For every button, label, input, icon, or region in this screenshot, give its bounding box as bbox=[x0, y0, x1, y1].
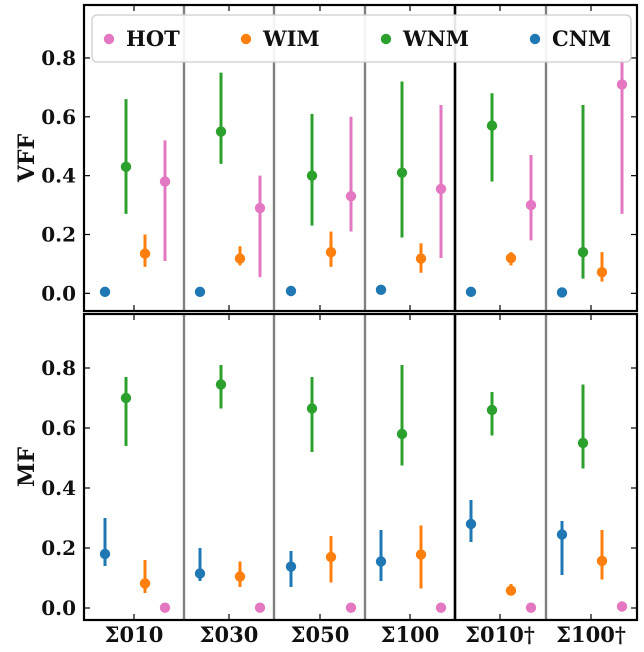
data-point bbox=[577, 437, 589, 449]
data-point bbox=[505, 585, 517, 596]
data-point bbox=[325, 551, 337, 563]
data-point bbox=[596, 555, 608, 567]
y-tick-label: 0.4 bbox=[41, 164, 76, 188]
data-point bbox=[525, 199, 537, 211]
legend-label: WNM bbox=[402, 26, 469, 51]
data-point bbox=[306, 170, 318, 181]
series-wim bbox=[139, 525, 608, 596]
panels-layer: 0.0 0.2 0.4 0.6 0.8 VFF 0.0 0.2 0.4 0.6 0.8 MF bbox=[14, 3, 639, 622]
x-tick-labels: Σ010 Σ030 Σ050 Σ100 Σ010† Σ100† bbox=[105, 622, 626, 647]
series-wim bbox=[139, 231, 608, 282]
x-tick-label: Σ050 bbox=[291, 622, 350, 647]
y-axis-label: MF bbox=[14, 447, 40, 487]
data-point bbox=[486, 404, 498, 416]
data-point bbox=[194, 286, 206, 298]
panel-vff: 0.0 0.2 0.4 0.6 0.8 VFF bbox=[14, 3, 639, 313]
data-point bbox=[139, 578, 151, 589]
data-point bbox=[486, 120, 498, 131]
data-point bbox=[556, 287, 568, 298]
x-tick-label: Σ010† bbox=[465, 622, 535, 647]
panel-frame bbox=[82, 3, 639, 313]
data-point bbox=[577, 246, 589, 258]
data-point bbox=[505, 252, 517, 264]
legend-box bbox=[91, 14, 632, 63]
data-point bbox=[375, 284, 387, 296]
data-point bbox=[616, 79, 628, 90]
data-point bbox=[415, 549, 427, 560]
legend-item-wim: WIM bbox=[240, 26, 320, 51]
series-hot bbox=[159, 601, 628, 613]
legend: HOT WIM WNM CNM bbox=[91, 14, 632, 63]
legend-item-cnm: CNM bbox=[529, 26, 611, 51]
legend-item-wnm: WNM bbox=[380, 26, 469, 51]
data-point bbox=[120, 161, 132, 173]
data-point bbox=[345, 191, 357, 202]
data-point bbox=[325, 246, 337, 258]
y-tick-label: 0.0 bbox=[41, 281, 76, 305]
series-cnm bbox=[99, 500, 568, 587]
data-point bbox=[159, 602, 171, 613]
legend-item-hot: HOT bbox=[103, 26, 180, 51]
legend-marker bbox=[240, 33, 252, 45]
x-tick-label: Σ030 bbox=[200, 622, 259, 647]
x-tick-label: Σ100 bbox=[381, 622, 440, 647]
data-point bbox=[254, 602, 266, 613]
data-point bbox=[215, 126, 227, 137]
data-point bbox=[396, 428, 408, 440]
y-tick-label: 0.2 bbox=[41, 536, 76, 560]
data-point bbox=[99, 548, 111, 560]
series-wnm bbox=[120, 365, 589, 469]
legend-marker bbox=[380, 33, 392, 45]
data-point bbox=[234, 253, 246, 264]
data-point bbox=[120, 392, 132, 404]
legend-label: WIM bbox=[262, 26, 320, 51]
panel-mf: 0.0 0.2 0.4 0.6 0.8 MF bbox=[14, 312, 639, 622]
data-point bbox=[465, 518, 477, 530]
y-tick-label: 0.8 bbox=[41, 356, 76, 380]
data-point bbox=[415, 253, 427, 264]
x-tick-label: Σ100† bbox=[556, 622, 626, 647]
y-axis-label: VFF bbox=[14, 133, 40, 183]
data-point bbox=[596, 266, 608, 278]
data-point bbox=[285, 285, 297, 297]
panel-frame bbox=[82, 312, 639, 622]
data-point bbox=[139, 248, 151, 259]
y-tick-label: 0.2 bbox=[41, 223, 76, 247]
data-point bbox=[99, 286, 111, 298]
data-point bbox=[306, 403, 318, 414]
series-hot bbox=[159, 57, 628, 278]
y-tick-label: 0.8 bbox=[41, 46, 76, 70]
data-point bbox=[194, 568, 206, 579]
data-point bbox=[215, 379, 227, 390]
data-point bbox=[345, 602, 357, 613]
data-point bbox=[435, 602, 447, 613]
data-point bbox=[285, 561, 297, 572]
data-point bbox=[254, 202, 266, 214]
data-point bbox=[234, 571, 246, 582]
data-point bbox=[396, 167, 408, 178]
data-point bbox=[435, 183, 447, 195]
x-tick-label: Σ010 bbox=[105, 622, 164, 647]
data-point bbox=[465, 286, 477, 298]
legend-label: HOT bbox=[126, 26, 180, 51]
legend-marker bbox=[529, 33, 541, 45]
legend-marker bbox=[103, 33, 115, 45]
data-point bbox=[525, 602, 537, 613]
y-tick-label: 0.6 bbox=[41, 105, 76, 129]
data-point bbox=[556, 529, 568, 540]
y-tick-label: 0.6 bbox=[41, 416, 76, 440]
y-tick-label: 0.4 bbox=[41, 476, 76, 500]
y-tick-label: 0.0 bbox=[41, 596, 76, 620]
legend-label: CNM bbox=[552, 26, 611, 51]
data-point bbox=[616, 601, 628, 612]
series-cnm bbox=[99, 284, 568, 298]
series-wnm bbox=[120, 72, 589, 279]
data-point bbox=[375, 556, 387, 567]
data-point bbox=[159, 176, 171, 187]
